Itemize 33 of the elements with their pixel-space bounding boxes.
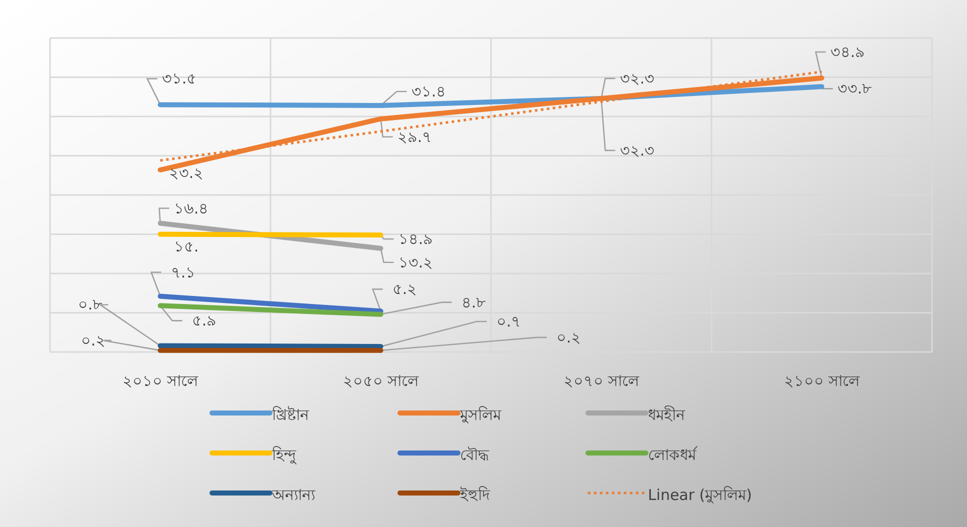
data-label: ৩৩.৮ — [837, 80, 872, 98]
data-label: ৩২.৩ — [620, 69, 655, 88]
data-label: ১৪.৯ — [398, 230, 434, 248]
legend-label: হিন্দু — [271, 446, 297, 464]
data-label: ৫.৯ — [192, 312, 217, 330]
data-label: ৩৪.৯ — [830, 43, 866, 62]
legend-label: ইহুদি — [458, 486, 491, 504]
data-label: ০.৮ — [78, 296, 103, 314]
x-tick-label: ২০৭০ সালে — [563, 372, 640, 390]
data-label: ০.৭ — [496, 312, 522, 331]
legend-label: খ্রিষ্টান — [271, 406, 310, 424]
data-label: ২৩.২ — [168, 164, 204, 182]
data-label: ৩১.৪ — [411, 82, 446, 101]
x-tick-label: ২১০০ সালে — [784, 372, 861, 390]
x-tick-label: ২০১০ সালে — [122, 372, 200, 390]
data-label: ৭.১ — [170, 263, 196, 282]
x-tick-label: ২০৫০ সালে — [342, 372, 420, 390]
legend-label: লোকধর্ম — [648, 446, 698, 464]
legend-label: মুসলিম — [458, 406, 502, 424]
data-label: ৩২.৩ — [620, 141, 655, 160]
data-label: ১৬.৪ — [174, 199, 209, 218]
legend-label: ধমহীন — [648, 406, 686, 424]
data-label: ০.২ — [556, 328, 582, 346]
data-label: ১৩.২ — [398, 253, 434, 272]
legend-label: বৌদ্ধ — [460, 446, 490, 464]
data-label: ৪.৮ — [461, 293, 486, 312]
data-label: ৩১.৫ — [162, 70, 197, 88]
legend-label: অন্যান্য — [271, 486, 316, 504]
legend-label: Linear (মুসলিম) — [648, 486, 752, 504]
data-label: ৫.২ — [392, 280, 418, 298]
data-label: ২৯.৭ — [397, 128, 432, 146]
data-label: ১৫. — [174, 237, 199, 256]
data-label: ০.২ — [80, 331, 106, 350]
